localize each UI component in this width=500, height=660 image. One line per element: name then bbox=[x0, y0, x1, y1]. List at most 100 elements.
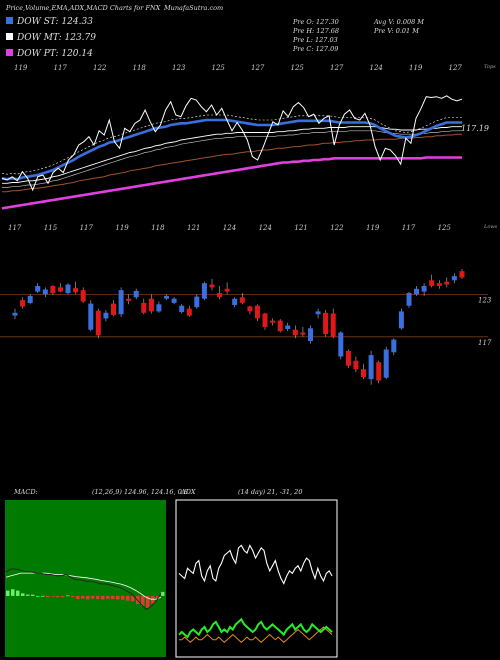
candle-body bbox=[398, 311, 404, 329]
top-tick-label: 119 bbox=[409, 64, 423, 72]
macd-line bbox=[5, 568, 162, 610]
candle-body bbox=[194, 296, 200, 308]
candle-body bbox=[451, 276, 457, 281]
legend-label-pt: DOW PT: 120.14 bbox=[16, 49, 93, 59]
macd-histogram-bar bbox=[106, 595, 110, 599]
top-tick-label: 122 bbox=[93, 64, 107, 72]
candle-body bbox=[308, 328, 313, 341]
candles bbox=[12, 269, 465, 385]
candle-body bbox=[50, 286, 56, 294]
candle-body bbox=[171, 298, 177, 303]
candle bbox=[361, 363, 366, 380]
macd-histogram-bar bbox=[71, 595, 75, 598]
candle bbox=[20, 297, 26, 309]
candle-body bbox=[376, 362, 382, 381]
candle-body bbox=[414, 288, 419, 295]
candle bbox=[353, 356, 359, 373]
ema-st-dotted-line bbox=[1, 114, 462, 175]
di-plus-line bbox=[178, 544, 333, 585]
candle bbox=[277, 319, 283, 333]
candle-body bbox=[179, 305, 185, 313]
candle-body bbox=[156, 304, 162, 312]
candle-body bbox=[315, 311, 321, 315]
macd-histogram-bar bbox=[56, 595, 60, 598]
top-tick-label: 127 bbox=[449, 64, 463, 72]
macd-histogram-bar bbox=[46, 595, 50, 598]
ohlc-prev-volume: Pre V: 0.01 M bbox=[373, 27, 419, 35]
top-tick-label: 124 bbox=[370, 64, 383, 72]
candle-body bbox=[35, 286, 41, 292]
candlestick-panel: 123 117 bbox=[0, 269, 492, 385]
candle-body bbox=[270, 320, 276, 323]
macd-title: MACD: bbox=[13, 488, 38, 496]
candle bbox=[398, 308, 404, 330]
adx-panel: ADX (14 day) 21, -31, 20 bbox=[175, 488, 338, 658]
top-tick-label: 119 bbox=[14, 64, 28, 72]
bottom-tick-label: 121 bbox=[187, 224, 200, 232]
adx-line bbox=[179, 626, 333, 643]
last-value-label: 117.19 bbox=[461, 124, 489, 133]
candle-body bbox=[164, 295, 169, 299]
bottom-tick-label: 117 bbox=[402, 224, 416, 232]
bottom-tick-label: 115 bbox=[44, 224, 58, 232]
candle bbox=[80, 287, 86, 303]
macd-panel: MACD: (12,26,9) 124.96, 124.16, 0.8 bbox=[5, 488, 188, 657]
candle-body bbox=[406, 293, 412, 306]
top-tick-label: 118 bbox=[133, 64, 147, 72]
candle bbox=[308, 325, 313, 344]
candle-body bbox=[73, 288, 79, 293]
macd-histogram-bar bbox=[151, 595, 155, 604]
candle bbox=[285, 322, 291, 332]
price-ema-panel: 119 117 122 118 123 125 127 125 127 124 119 127 Top… bbox=[1, 64, 498, 232]
macd-histogram-bar bbox=[36, 595, 40, 597]
ohlc-open: Pre O: 127.30 bbox=[292, 18, 339, 26]
candle-body bbox=[27, 295, 33, 303]
ema-pt-line bbox=[1, 156, 462, 210]
macd-params: (12,26,9) 124.96, 124.16, 0.8 bbox=[92, 488, 188, 496]
ohlc-info: Pre O: 127.30 Pre H: 127.68 Pre L: 127.0… bbox=[292, 18, 424, 53]
ohlc-low: Pre L: 127.03 bbox=[292, 36, 338, 44]
candle-body bbox=[338, 332, 344, 357]
bottom-tick-label: 124 bbox=[223, 224, 236, 232]
candle bbox=[406, 291, 412, 308]
candle-body bbox=[232, 298, 238, 306]
candle-body bbox=[391, 339, 397, 353]
candle bbox=[421, 283, 427, 296]
macd-background bbox=[5, 500, 166, 657]
macd-histogram-bar bbox=[121, 595, 125, 600]
ema-mt-line bbox=[2, 126, 462, 184]
lows-label: Lows bbox=[483, 224, 498, 230]
candle bbox=[451, 273, 457, 284]
candle bbox=[118, 287, 124, 317]
macd-histogram-bar bbox=[76, 595, 80, 600]
bottom-tick-label: 119 bbox=[115, 224, 129, 232]
macd-histogram-bar bbox=[146, 595, 150, 608]
ema-lines bbox=[1, 95, 463, 210]
candle-body bbox=[353, 360, 359, 370]
candle bbox=[300, 326, 306, 337]
candle bbox=[444, 277, 450, 288]
candle-body bbox=[330, 313, 336, 337]
candle-body bbox=[277, 320, 283, 332]
candle bbox=[42, 287, 48, 298]
macd-histogram-bar bbox=[26, 594, 30, 596]
candle-body bbox=[247, 306, 253, 312]
candle bbox=[126, 294, 132, 305]
bottom-tick-label: 119 bbox=[366, 224, 380, 232]
ema-st-line bbox=[1, 118, 462, 181]
candle bbox=[186, 305, 192, 317]
legend-label-mt: DOW MT: 123.79 bbox=[16, 33, 96, 43]
top-tick-labels: 119 117 122 118 123 125 127 125 127 124 119 127 bbox=[14, 64, 462, 72]
candle bbox=[436, 280, 442, 289]
candle bbox=[338, 331, 344, 360]
candle bbox=[12, 308, 18, 320]
macd-histogram-bar bbox=[126, 595, 130, 601]
ohlc-high: Pre H: 127.68 bbox=[292, 27, 339, 35]
level-lines: 123 117 bbox=[0, 293, 492, 347]
macd-histogram-bar bbox=[131, 595, 135, 602]
candle bbox=[27, 294, 33, 305]
bottom-tick-labels: 117 115 117 119 118 121 124 124 121 122 119 117 125 bbox=[8, 224, 452, 232]
macd-histogram-bar bbox=[91, 595, 95, 599]
candle bbox=[171, 297, 177, 305]
adx-lines bbox=[178, 544, 333, 643]
